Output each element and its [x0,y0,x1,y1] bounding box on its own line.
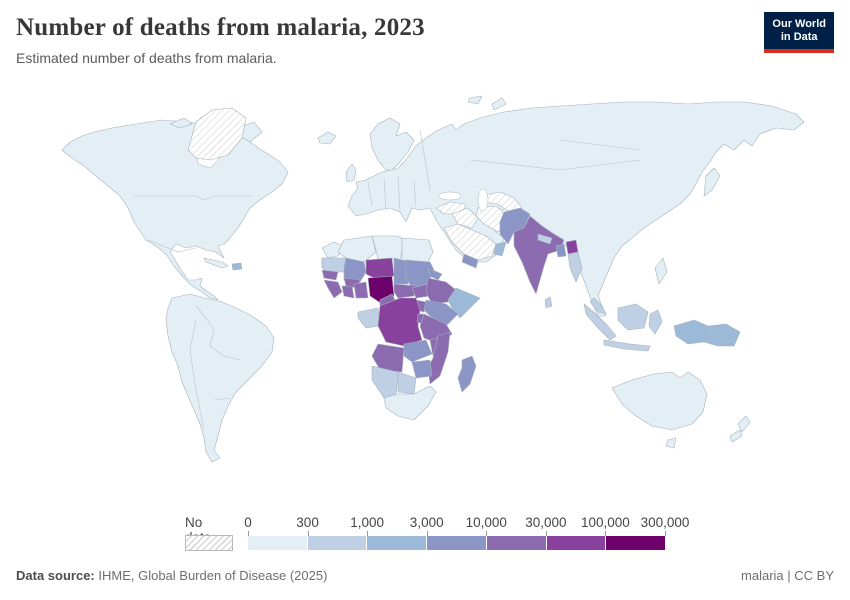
country-mozambique[interactable] [427,331,451,385]
legend-bin-2[interactable] [306,536,367,550]
legend-bin-1[interactable] [248,536,307,550]
owid-logo-line2: in Data [780,31,818,43]
country-sri-lanka[interactable] [544,296,553,309]
country-ethiopia[interactable] [425,277,457,305]
country-congo-gabon[interactable] [357,307,381,329]
country-egypt[interactable] [401,237,434,263]
legend-tick [307,531,309,536]
legend-bin-6[interactable] [545,536,606,550]
country-australia[interactable] [611,371,708,431]
legend-tick [248,531,249,536]
country-central-african-republic[interactable] [393,283,417,299]
country-botswana[interactable] [397,371,417,395]
country-bangladesh[interactable] [555,243,567,258]
owid-logo[interactable]: Our World in Data [764,12,834,53]
country-ivory-coast[interactable] [341,285,355,299]
country-west-papua[interactable] [673,319,709,345]
legend-tick [545,531,547,536]
country-saudi-arabia[interactable] [443,223,497,261]
country-nepal[interactable] [537,233,553,245]
world-map [0,88,850,516]
country-haiti[interactable] [231,262,243,271]
country-dr-congo[interactable] [377,297,423,347]
country-turkey[interactable] [435,201,467,215]
legend-no-data-swatch[interactable] [185,535,233,551]
country-malaysia[interactable] [589,297,607,315]
legend-tick-label: 1,000 [350,515,385,530]
country-svalbard[interactable] [467,95,483,105]
legend-color-bar[interactable] [248,536,666,550]
country-libya[interactable] [371,235,405,261]
country-myanmar-north[interactable] [565,239,579,255]
world-map-svg [61,95,805,463]
country-zimbabwe[interactable] [411,359,433,379]
country-zambia[interactable] [403,339,433,363]
country-philippines[interactable] [654,257,668,285]
legend-tick-label: 300,000 [640,515,690,530]
country-india[interactable] [513,215,565,295]
legend-tick [486,531,488,536]
data-source: Data source: IHME, Global Burden of Dise… [16,568,327,583]
legend-tick [665,531,666,536]
country-new-zealand[interactable] [729,415,751,443]
country-scandinavia[interactable] [369,117,415,171]
black-sea [438,191,462,201]
legend-tick-label: 300 [296,515,319,530]
data-source-text: IHME, Global Burden of Disease (2025) [94,568,328,583]
country-greenland[interactable] [187,107,247,161]
legend-tick-label: 3,000 [409,515,444,530]
legend-tick-label: 0 [244,515,252,530]
country-north-america[interactable] [61,119,289,301]
legend-tick [426,531,428,536]
country-eurasia[interactable] [347,101,805,317]
page-title: Number of deaths from malaria, 2023 [16,14,425,41]
country-syria-iraq[interactable] [451,207,479,229]
country-madagascar[interactable] [457,355,477,393]
country-south-america[interactable] [165,293,275,463]
country-arctic-islands[interactable] [169,117,193,129]
page-subtitle: Estimated number of deaths from malaria. [16,50,277,66]
data-source-label: Data source: [16,568,95,583]
legend-labels: 0 300 1,000 3,000 10,000 30,000 100,000 300,000 [244,515,689,536]
country-sumatra[interactable] [583,303,617,341]
legend-tick-label: 10,000 [465,515,507,530]
legend-bin-7[interactable] [605,536,666,550]
legend-tick-label: 30,000 [525,515,567,530]
country-borders [134,129,641,431]
footer: Data source: IHME, Global Burden of Dise… [16,568,834,583]
country-java[interactable] [603,339,651,352]
country-united-kingdom[interactable] [345,163,357,183]
legend-bin-3[interactable] [366,536,427,550]
country-senegal[interactable] [321,269,339,281]
country-oman[interactable] [493,241,507,257]
license-text[interactable]: malaria | CC BY [741,568,834,583]
caspian-sea [477,188,489,212]
country-novaya-zemlya[interactable] [491,97,507,111]
country-mali[interactable] [343,257,367,283]
country-borneo[interactable] [617,303,649,331]
country-cuba[interactable] [203,257,229,269]
legend-bar-wrap: 0 300 1,000 3,000 10,000 30,000 100,000 300,000 [244,515,689,555]
country-myanmar[interactable] [567,251,583,283]
country-iceland[interactable] [317,131,337,145]
country-guinea[interactable] [323,279,343,299]
legend-tick-label: 100,000 [581,515,630,530]
country-papua-new-guinea[interactable] [703,323,741,347]
legend-bin-4[interactable] [426,536,486,550]
legend-bin-5[interactable] [485,536,546,550]
country-ghana-togo-benin[interactable] [353,281,369,299]
legend-tick [367,531,369,536]
legend-tick [605,531,607,536]
country-south-africa[interactable] [383,385,437,421]
country-japan[interactable] [703,167,721,197]
country-tasmania[interactable] [665,437,677,449]
owid-logo-line1: Our World [772,18,826,30]
country-yemen[interactable] [461,253,479,269]
country-sulawesi[interactable] [648,309,663,335]
country-mauritania[interactable] [321,257,347,273]
country-namibia[interactable] [371,365,399,399]
